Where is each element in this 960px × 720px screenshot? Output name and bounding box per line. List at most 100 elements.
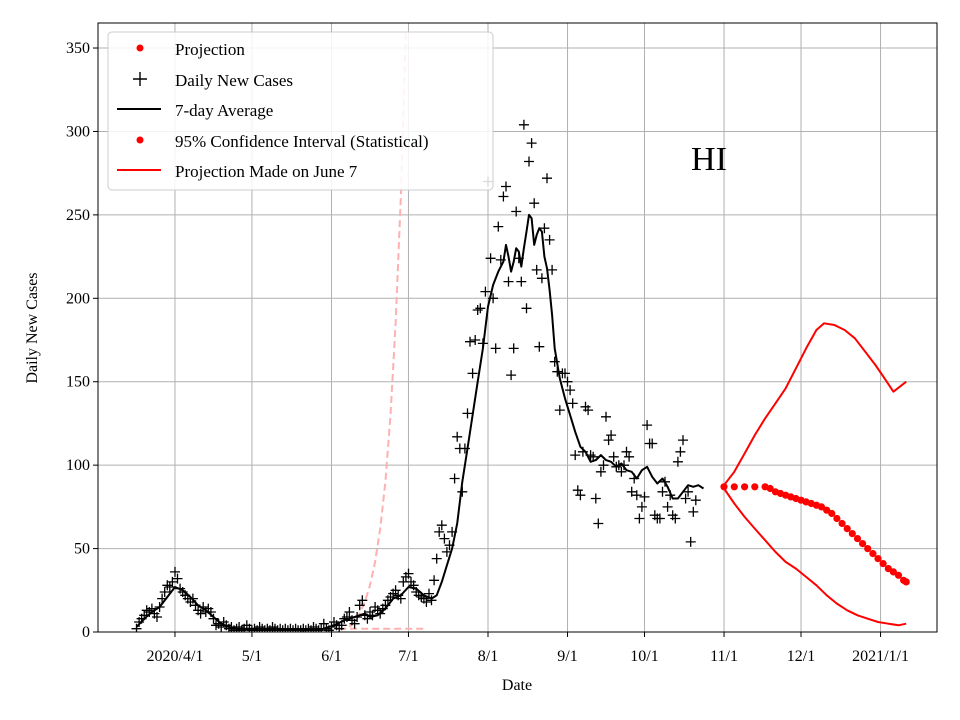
- data-point: [211, 620, 221, 631]
- data-point: [457, 486, 468, 497]
- x-tick-label: 8/1: [478, 648, 498, 665]
- data-point: [583, 405, 594, 416]
- data-point: [524, 156, 534, 167]
- data-point: [518, 119, 529, 130]
- data-point: [665, 490, 676, 501]
- data-point: [344, 607, 355, 617]
- data-point: [267, 622, 278, 632]
- data-point: [326, 622, 337, 632]
- data-point: [662, 501, 673, 512]
- data-point: [424, 588, 434, 599]
- data-point: [416, 592, 427, 602]
- data-point: [426, 595, 437, 606]
- projection-point: [833, 514, 841, 523]
- x-tick-label: 10/1: [630, 648, 658, 665]
- data-point: [449, 473, 460, 484]
- data-point: [441, 546, 452, 557]
- series-layer: [131, 31, 910, 632]
- projection-point: [884, 565, 892, 573]
- y-axis: 0 50 100 150 200 250 300 350: [66, 40, 98, 641]
- data-point: [488, 293, 499, 304]
- data-point: [375, 608, 386, 619]
- data-point: [626, 486, 637, 497]
- data-point: [434, 526, 445, 537]
- data-point: [477, 338, 488, 349]
- legend-entry-daily-new-cases: Daily New Cases: [133, 71, 293, 90]
- data-point: [572, 485, 583, 496]
- projection-point: [730, 483, 738, 491]
- data-point: [678, 435, 688, 446]
- data-point: [465, 336, 475, 347]
- data-point: [634, 513, 645, 524]
- y-tick-label: 250: [66, 207, 90, 224]
- data-point: [380, 600, 391, 611]
- data-point: [683, 486, 694, 497]
- projection-point: [879, 560, 887, 568]
- data-point: [157, 593, 168, 604]
- data-point: [475, 303, 486, 314]
- data-point: [152, 612, 162, 622]
- data-point: [639, 491, 650, 502]
- projection-point: [838, 519, 846, 528]
- projection-point: [874, 555, 882, 563]
- data-point: [575, 490, 586, 501]
- data-point: [354, 600, 365, 611]
- data-point: [349, 618, 360, 629]
- data-point: [501, 181, 511, 192]
- data-point: [536, 273, 547, 284]
- plot-frame: [97, 22, 938, 633]
- legend-marker-dot: [136, 136, 144, 144]
- data-point: [254, 622, 265, 632]
- data-point: [159, 587, 170, 597]
- data-point: [439, 533, 450, 544]
- data-point: [447, 526, 458, 537]
- data-point: [631, 490, 642, 501]
- legend-entry-projection-june-7: Projection Made on June 7: [117, 162, 358, 181]
- data-point: [313, 625, 324, 632]
- data-point: [139, 610, 150, 621]
- y-tick-label: 100: [66, 457, 90, 474]
- data-point: [619, 460, 629, 471]
- series-95-confidence-interval-upper: [723, 322, 907, 486]
- data-point: [429, 575, 440, 586]
- data-point: [390, 585, 401, 596]
- x-axis: 2020/4/1 5/1 6/1 7/1 8/1 9/1 10/1 11/1 12/1 2021/…: [147, 632, 909, 665]
- projection-point: [864, 545, 872, 553]
- data-point: [516, 276, 527, 287]
- data-point: [321, 623, 332, 632]
- data-point: [198, 602, 209, 612]
- projection-point: [848, 530, 856, 538]
- y-tick-label: 50: [74, 541, 90, 558]
- data-point: [680, 493, 691, 504]
- x-axis-title: Date: [502, 677, 532, 694]
- data-point: [146, 603, 157, 614]
- legend-box: [107, 31, 494, 191]
- data-point: [495, 254, 506, 265]
- data-point: [590, 493, 601, 504]
- data-point: [595, 466, 606, 477]
- data-point: [190, 600, 201, 611]
- legend-label: Daily New Cases: [175, 71, 293, 90]
- data-point: [685, 536, 696, 547]
- data-point: [577, 446, 588, 457]
- data-point: [660, 476, 670, 487]
- projection-point: [720, 483, 728, 491]
- data-point: [529, 198, 540, 209]
- data-point: [493, 221, 504, 232]
- data-point: [408, 580, 419, 591]
- data-point: [511, 206, 522, 217]
- x-tick-label: 5/1: [242, 648, 262, 665]
- data-point: [362, 613, 373, 624]
- legend-marker-dot: [136, 44, 144, 52]
- data-point: [162, 580, 173, 591]
- legend-entry-confidence-interval: 95% Confidence Interval (Statistical): [136, 132, 429, 151]
- legend-label: 7-day Average: [175, 101, 273, 120]
- data-point: [642, 420, 653, 431]
- data-point: [647, 438, 658, 449]
- data-point: [436, 520, 447, 531]
- data-point: [588, 451, 599, 462]
- legend-marker-plus: [133, 72, 147, 86]
- data-point: [431, 553, 442, 564]
- state-label: HI: [691, 141, 727, 178]
- data-point: [526, 138, 537, 149]
